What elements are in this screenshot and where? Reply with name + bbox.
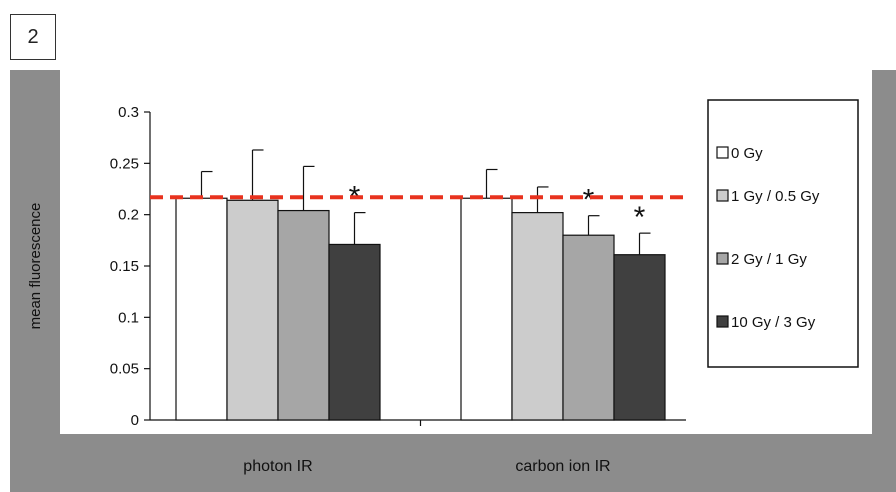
bar	[461, 198, 512, 420]
significance-star: *	[583, 184, 595, 217]
legend-swatch	[717, 190, 728, 201]
y-tick-label: 0.3	[118, 104, 139, 121]
bar	[227, 200, 278, 420]
y-tick-label: 0	[131, 412, 139, 429]
x-category-label: photon IR	[243, 458, 312, 475]
x-category-label: carbon ion IR	[515, 458, 610, 475]
legend-label: 10 Gy / 3 Gy	[731, 314, 816, 331]
legend-label: 1 Gy / 0.5 Gy	[731, 188, 820, 205]
legend-swatch	[717, 316, 728, 327]
y-tick-label: 0.15	[110, 258, 139, 275]
bar	[614, 255, 665, 420]
bar	[563, 235, 614, 420]
bar	[278, 211, 329, 420]
y-tick-label: 0.05	[110, 361, 139, 378]
y-axis-title: mean fluorescence	[27, 203, 44, 330]
legend-swatch	[717, 253, 728, 264]
legend-label: 2 Gy / 1 Gy	[731, 251, 807, 268]
legend-label: 0 Gy	[731, 145, 763, 162]
y-tick-label: 0.2	[118, 207, 139, 224]
legend-swatch	[717, 147, 728, 158]
y-tick-label: 0.25	[110, 155, 139, 172]
y-tick-label: 0.1	[118, 309, 139, 326]
bar	[329, 244, 380, 420]
significance-star: *	[634, 201, 646, 234]
bar	[176, 198, 227, 420]
bar	[512, 213, 563, 420]
